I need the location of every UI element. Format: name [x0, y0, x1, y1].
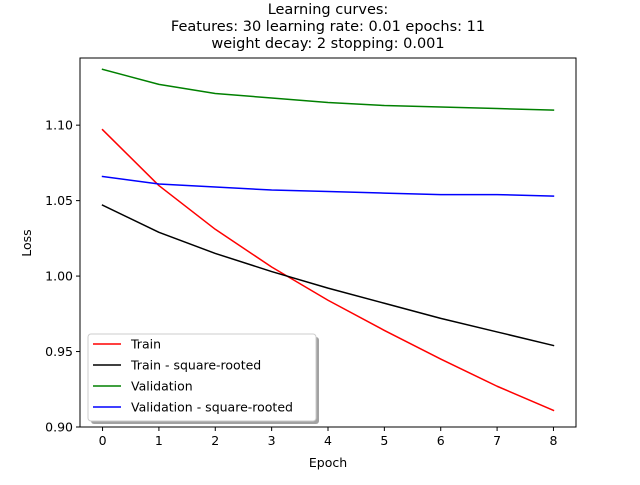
- x-tick-label: 7: [493, 433, 501, 448]
- y-tick-label: 1.10: [45, 118, 73, 133]
- title-line-2: Features: 30 learning rate: 0.01 epochs:…: [171, 19, 485, 35]
- x-axis-ticks: 0 1 2 3 4 5 6 7 8: [99, 427, 557, 448]
- series-line-0: [101, 128, 555, 412]
- y-tick-label: 0.90: [45, 420, 73, 435]
- x-tick-label: 3: [268, 433, 276, 448]
- chart-title: Learning curves: Features: 30 learning r…: [171, 2, 485, 52]
- x-tick-label: 4: [324, 433, 332, 448]
- x-tick-label: 6: [437, 433, 445, 448]
- legend-label-2: Validation: [131, 379, 193, 394]
- series-line-1: [101, 204, 555, 347]
- x-axis-label: Epoch: [309, 455, 347, 470]
- title-line-1: Learning curves:: [268, 2, 389, 18]
- series-line-3: [101, 175, 555, 197]
- legend-label-0: Train: [130, 337, 161, 352]
- series-line-2: [101, 68, 555, 111]
- x-tick-label: 2: [211, 433, 219, 448]
- y-tick-label: 1.00: [45, 269, 73, 284]
- y-axis-label: Loss: [19, 229, 34, 256]
- series-lines: [101, 68, 555, 412]
- x-tick-label: 8: [549, 433, 557, 448]
- y-tick-label: 1.05: [45, 193, 73, 208]
- x-tick-label: 1: [155, 433, 163, 448]
- x-tick-label: 0: [99, 433, 107, 448]
- y-tick-label: 0.95: [45, 344, 73, 359]
- y-axis-ticks: 0.90 0.95 1.00 1.05 1.10: [45, 118, 80, 435]
- title-line-3: weight decay: 2 stopping: 0.001: [211, 36, 444, 52]
- legend-label-3: Validation - square-rooted: [131, 400, 293, 415]
- legend-box: [87, 333, 317, 422]
- legend-label-1: Train - square-rooted: [130, 358, 261, 373]
- x-tick-label: 5: [380, 433, 388, 448]
- legend: Train Train - square-rooted Validation Vali…: [87, 333, 319, 424]
